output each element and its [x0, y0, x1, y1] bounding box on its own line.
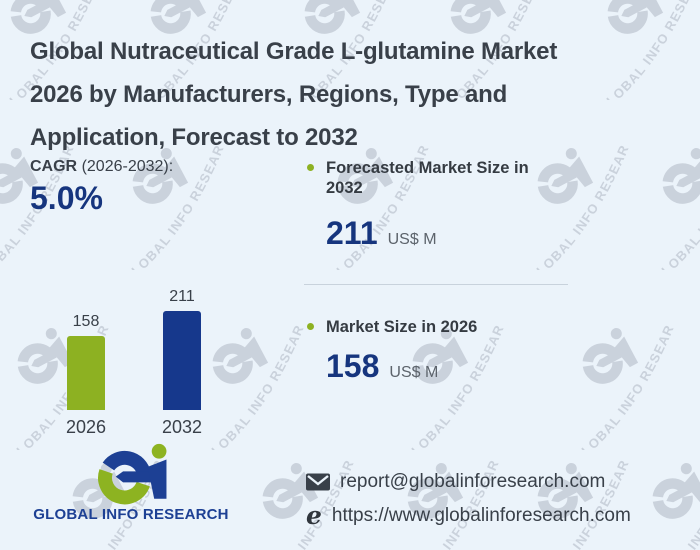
stat-current-value: 158 [326, 348, 380, 384]
bar-category-label: 2032 [161, 417, 203, 437]
logo-wordmark: GLOBAL INFO RESEARCH [33, 506, 229, 523]
bullet-icon [307, 164, 314, 171]
cagr-period: (2026-2032): [81, 158, 174, 175]
bar-group-2026: 158 2026 [50, 268, 122, 438]
global-info-research-logo-icon [98, 443, 167, 505]
stat-forecast-label: Forecasted Market Size in 2032 [326, 159, 529, 197]
page-title: Global Nutraceutical Grade L-glutamine M… [30, 38, 558, 151]
cagr-label: CAGR (2026-2032): [30, 158, 173, 176]
bar-chart: 158 2026 211 2032 [36, 268, 264, 438]
cagr-value: 5.0% [30, 180, 103, 216]
divider [304, 284, 568, 285]
bar-group-2032: 211 2032 [146, 268, 218, 438]
website-link[interactable]: https://www.globalinforesearch.com [331, 505, 631, 526]
cagr-label-bold: CAGR [30, 158, 78, 175]
stat-current-value-row: 158 US$ M [326, 348, 438, 385]
browser-e-icon: e [306, 501, 322, 530]
bullet-icon [307, 323, 314, 330]
website-row: e https://www.globalinforesearch.com [306, 502, 631, 530]
stat-forecast-value-row: 211 US$ M [326, 215, 437, 252]
stat-current-label: Market Size in 2026 [326, 318, 478, 336]
contact-block: report@globalinforesearch.com e https://… [306, 468, 631, 536]
email-row: report@globalinforesearch.com [306, 468, 631, 496]
stat-forecast-unit: US$ M [387, 231, 437, 248]
email-link[interactable]: report@globalinforesearch.com [340, 471, 606, 492]
envelope-icon [306, 473, 330, 491]
bar-category-label: 2026 [65, 417, 107, 437]
bar [163, 311, 201, 410]
bar-value-label: 158 [72, 313, 100, 330]
stat-current-unit: US$ M [389, 364, 439, 381]
bar [67, 336, 105, 410]
stat-forecast-value: 211 [326, 215, 378, 251]
bar-value-label: 211 [169, 288, 195, 305]
